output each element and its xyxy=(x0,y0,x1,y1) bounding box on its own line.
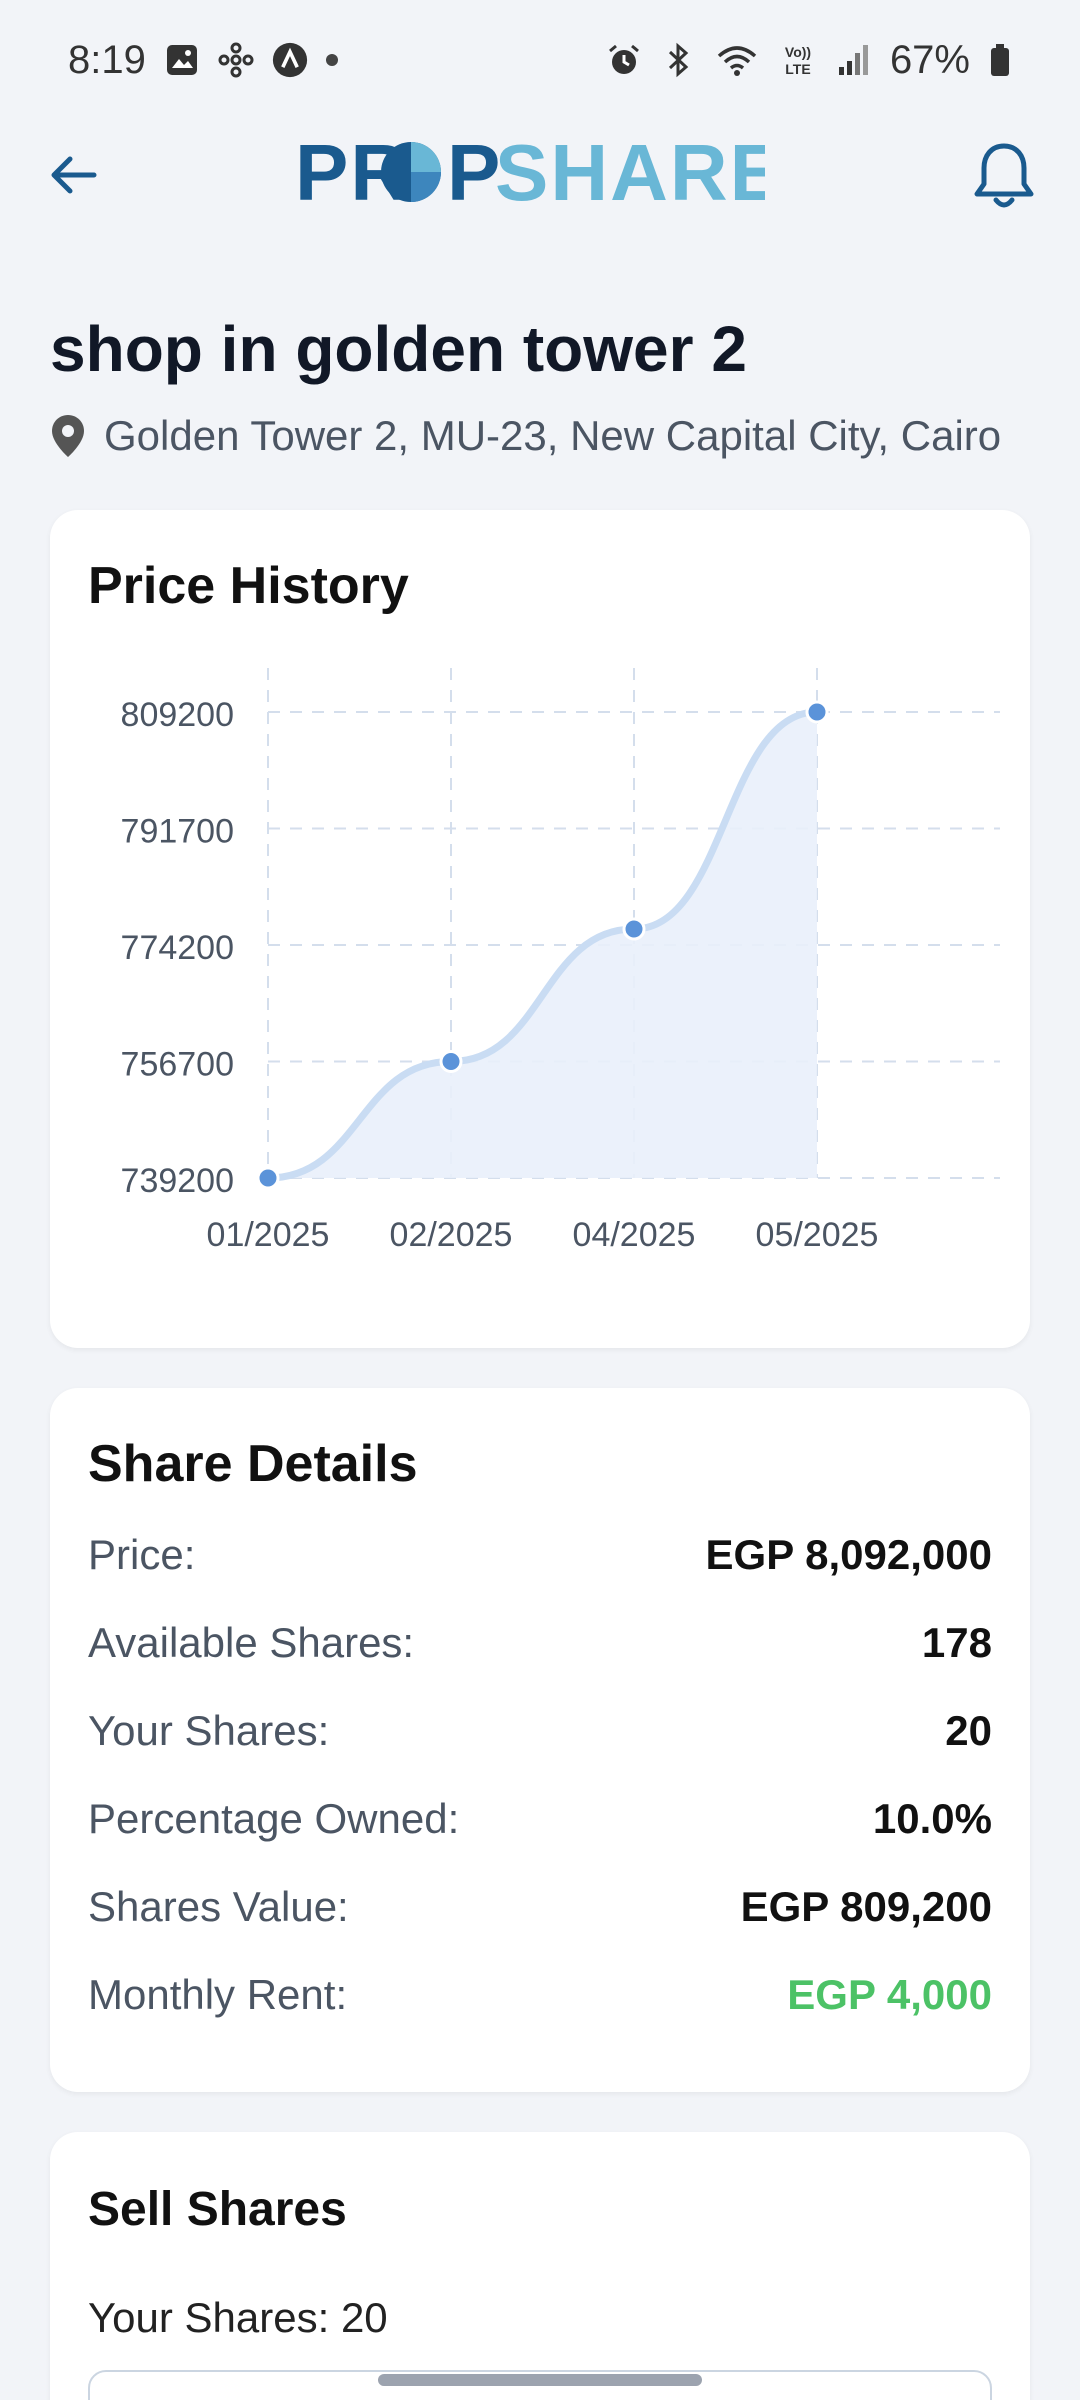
notifications-button[interactable] xyxy=(966,138,1042,214)
price-history-card: Price History 809200 791700 774200 756700 73… xyxy=(50,510,1030,1348)
svg-text:LTE: LTE xyxy=(785,61,810,77)
x-tick-label: 02/2025 xyxy=(390,1216,513,1254)
logo-text-mid: P xyxy=(447,128,500,217)
sell-shares-card: Sell Shares Your Shares: 20 xyxy=(50,2132,1030,2400)
price-point xyxy=(439,1050,463,1073)
home-indicator[interactable] xyxy=(378,2374,702,2386)
detail-row-percentage-owned: Percentage Owned: 10.0% xyxy=(88,1784,992,1854)
price-point xyxy=(622,917,646,941)
price-point xyxy=(256,1166,280,1190)
detail-row-monthly-rent: Monthly Rent: EGP 4,000 xyxy=(88,1960,992,2030)
x-tick-label: 01/2025 xyxy=(207,1216,330,1254)
wifi-icon xyxy=(714,42,760,78)
detail-label: Shares Value: xyxy=(88,1883,349,1930)
detail-value: 178 xyxy=(921,1619,992,1666)
sell-shares-title: Sell Shares xyxy=(88,2183,347,2236)
y-tick-label: 756700 xyxy=(121,1046,234,1084)
detail-row-available-shares: Available Shares: 178 xyxy=(88,1608,992,1678)
dot-icon xyxy=(325,54,338,66)
y-tick-label: 774200 xyxy=(121,929,234,967)
price-point xyxy=(805,700,829,724)
pinwheel-icon xyxy=(218,42,254,78)
status-bar-left: 8:19 xyxy=(68,38,338,83)
y-tick-label: 809200 xyxy=(121,696,234,734)
location-pin-icon xyxy=(52,415,84,457)
status-bar-right: Vo)) LTE 67% xyxy=(606,38,1012,83)
share-details-card: Share Details Price: EGP 8,092,000 Avail… xyxy=(50,1388,1030,2092)
detail-row-shares-value: Shares Value: EGP 809,200 xyxy=(88,1872,992,1942)
battery-percent: 67% xyxy=(889,37,970,82)
status-bar: 8:19 Vo)) LTE 67% xyxy=(0,0,1080,120)
price-line xyxy=(267,708,818,1182)
detail-label: Monthly Rent: xyxy=(88,1971,348,2018)
svg-text:Vo)): Vo)) xyxy=(785,44,811,60)
y-tick-label: 791700 xyxy=(121,813,234,851)
x-tick-label: 04/2025 xyxy=(573,1216,696,1254)
price-history-chart: 809200 791700 774200 756700 739200 01/2025 02/… xyxy=(121,668,1000,1254)
bluetooth-icon xyxy=(660,42,696,78)
gallery-icon xyxy=(164,42,200,78)
propshare-logo: PR P SHARE xyxy=(295,128,783,218)
sell-your-shares: Your Shares: 20 xyxy=(88,2294,388,2341)
bell-icon xyxy=(974,143,1034,208)
detail-row-price: Price: EGP 8,092,000 xyxy=(88,1520,992,1590)
detail-value: EGP 8,092,000 xyxy=(705,1531,992,1578)
app-bar: PR P SHARE xyxy=(0,120,1080,230)
alarm-icon xyxy=(606,42,642,78)
monthly-rent-value: EGP 4,000 xyxy=(787,1971,992,2018)
price-area xyxy=(268,712,817,1178)
logo-text-right: SHARE xyxy=(495,128,765,217)
detail-label: Price: xyxy=(88,1531,196,1578)
detail-label: Your Shares: xyxy=(88,1707,330,1754)
arc-icon xyxy=(272,42,308,78)
volte-icon: Vo)) LTE xyxy=(778,42,818,78)
battery-icon xyxy=(988,42,1012,78)
detail-value: EGP 809,200 xyxy=(740,1883,992,1930)
detail-label: Available Shares: xyxy=(88,1619,415,1666)
property-location: Golden Tower 2, MU-23, New Capital City,… xyxy=(50,412,1001,460)
detail-value: 10.0% xyxy=(872,1795,992,1842)
back-button[interactable] xyxy=(40,142,106,208)
share-details-title: Share Details xyxy=(88,1435,418,1493)
status-time: 8:19 xyxy=(68,37,146,82)
location-text: Golden Tower 2, MU-23, New Capital City,… xyxy=(104,412,1002,459)
logo-pie-icon xyxy=(381,142,441,202)
arrow-left-icon xyxy=(51,156,97,194)
signal-icon xyxy=(836,42,872,78)
detail-label: Percentage Owned: xyxy=(88,1795,460,1842)
price-history-title: Price History xyxy=(88,557,409,615)
detail-row-your-shares: Your Shares: 20 xyxy=(88,1696,992,1766)
property-title: shop in golden tower 2 xyxy=(50,313,747,385)
y-tick-label: 739200 xyxy=(121,1162,234,1200)
detail-value: 20 xyxy=(945,1707,992,1754)
x-tick-label: 05/2025 xyxy=(756,1216,879,1254)
